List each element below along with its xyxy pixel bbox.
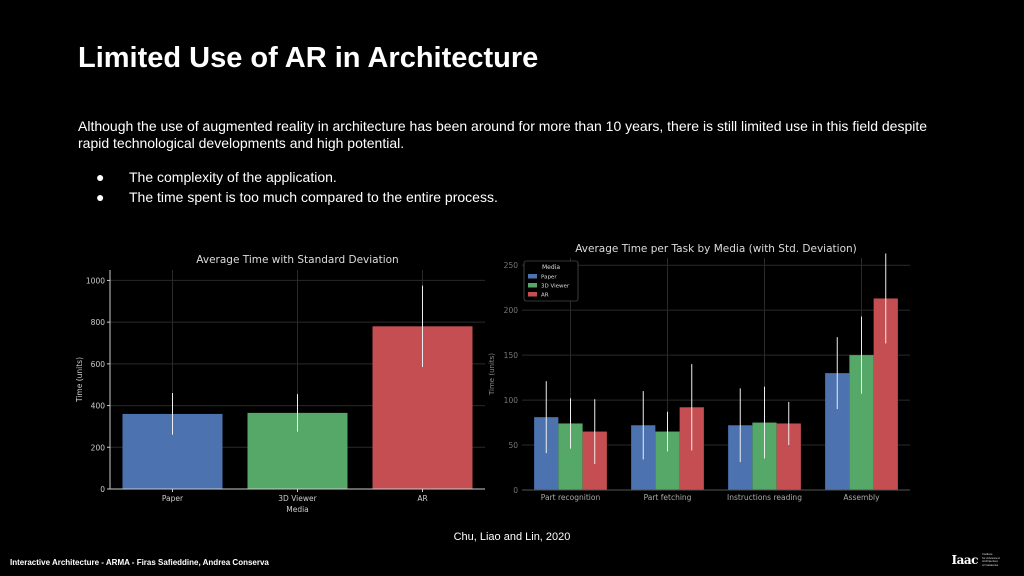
legend-title: Media bbox=[542, 264, 560, 271]
bullet-text: The complexity of the application. bbox=[129, 169, 337, 185]
legend-label: AR bbox=[541, 293, 549, 299]
x-axis-label: Media bbox=[286, 505, 309, 514]
x-tick-label: Instructions reading bbox=[727, 493, 802, 502]
legend-label: 3D Viewer bbox=[541, 284, 570, 290]
intro-paragraph: Although the use of augmented reality in… bbox=[78, 118, 928, 151]
logo-subtitle: Institute for Advanced Architecture of C… bbox=[982, 552, 1008, 567]
y-tick-label: 600 bbox=[91, 360, 106, 369]
y-tick-label: 0 bbox=[100, 485, 105, 494]
y-tick-label: 1000 bbox=[86, 276, 105, 285]
bullet-item: ● The time spent is too much compared to… bbox=[96, 187, 498, 207]
legend-swatch bbox=[528, 292, 537, 297]
y-axis-label: Time (units) bbox=[488, 353, 496, 396]
x-tick-label: Assembly bbox=[843, 493, 880, 502]
bullet-dot-icon: ● bbox=[96, 169, 105, 185]
chart-average-time: Average Time with Standard Deviation 0 200… bbox=[75, 254, 485, 514]
bullet-list: ● The complexity of the application. ● T… bbox=[96, 167, 498, 207]
logo-sub-line: Architecture bbox=[982, 559, 999, 563]
footer-credits: Interactive Architecture - ARMA - Firas … bbox=[10, 558, 269, 567]
y-tick-label: 250 bbox=[504, 261, 519, 270]
bullet-item: ● The complexity of the application. bbox=[96, 167, 498, 187]
y-tick-label: 200 bbox=[504, 306, 519, 315]
y-tick-label: 0 bbox=[513, 486, 518, 495]
chart-time-per-task: Average Time per Task by Media (with Std… bbox=[488, 243, 910, 502]
x-tick-label: Part recognition bbox=[541, 493, 601, 502]
y-tick-label: 100 bbox=[504, 396, 519, 405]
x-tick-label: Paper bbox=[162, 494, 184, 503]
x-tick-label: Part fetching bbox=[644, 493, 692, 502]
y-axis-label: Time (units) bbox=[75, 357, 84, 403]
legend-swatch bbox=[528, 274, 537, 279]
legend-label: Paper bbox=[541, 275, 557, 281]
citation: Chu, Liao and Lin, 2020 bbox=[453, 531, 571, 543]
y-tick-label: 800 bbox=[91, 318, 106, 327]
chart-title: Average Time with Standard Deviation bbox=[196, 254, 398, 266]
y-tick-label: 50 bbox=[508, 441, 518, 450]
x-tick-label: AR bbox=[417, 494, 427, 503]
logo-mark: Iaac bbox=[951, 553, 979, 567]
x-tick-label: 3D Viewer bbox=[278, 494, 317, 503]
y-tick-label: 200 bbox=[91, 443, 106, 452]
bullet-text: The time spent is too much compared to t… bbox=[129, 189, 498, 205]
slide-title: Limited Use of AR in Architecture bbox=[78, 42, 539, 74]
logo-sub-line: Institute bbox=[982, 552, 993, 556]
legend-swatch bbox=[528, 283, 537, 288]
legend-box bbox=[523, 260, 579, 302]
y-tick-label: 150 bbox=[504, 351, 519, 360]
chart-title: Average Time per Task by Media (with Std… bbox=[575, 243, 857, 255]
logo-sub-line: for Advanced bbox=[982, 555, 1000, 560]
iaac-logo: Iaac Institute for Advanced Architecture… bbox=[951, 552, 1008, 567]
logo-sub-line: of Catalonia bbox=[982, 562, 999, 567]
bullet-dot-icon: ● bbox=[96, 189, 105, 205]
y-tick-label: 400 bbox=[91, 402, 106, 411]
